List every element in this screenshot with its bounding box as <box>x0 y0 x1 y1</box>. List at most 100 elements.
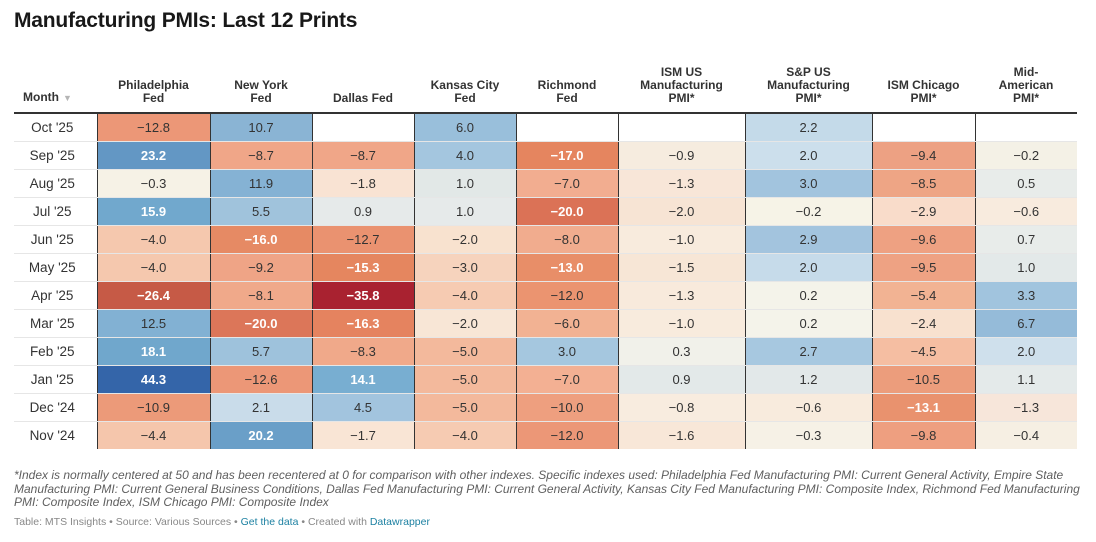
column-header-label: S&P US <box>786 65 831 79</box>
heatmap-cell: 0.5 <box>974 169 1077 198</box>
table-body: Oct '25 −12.8 10.7 6.0 2.2 Sep '25 23.2 −8.7 −8.… <box>14 113 1077 449</box>
heatmap-cell: −8.7 <box>311 141 414 170</box>
sort-desc-icon[interactable]: ▼ <box>62 93 72 103</box>
heatmap-cell: −0.3 <box>96 169 210 198</box>
column-header[interactable]: New York Fed <box>210 60 312 114</box>
heatmap-cell: 0.2 <box>744 309 872 338</box>
column-header[interactable]: S&P US Manufacturing PMI* <box>745 60 872 114</box>
heatmap-cell: −4.0 <box>413 421 516 449</box>
heatmap-cell: 5.7 <box>209 337 312 366</box>
heatmap-cell: −3.0 <box>413 253 516 282</box>
column-header-label: PMI* <box>668 91 695 105</box>
heatmap-cell: 12.5 <box>96 309 210 338</box>
heatmap-cell <box>871 113 975 142</box>
month-cell: Apr '25 <box>14 281 97 310</box>
heatmap-cell: −9.2 <box>209 253 312 282</box>
column-header-label: Mid- <box>1013 65 1039 79</box>
heatmap-cell: −20.0 <box>209 309 312 338</box>
heatmap-cell: −8.3 <box>311 337 414 366</box>
footnote: *Index is normally centered at 50 and ha… <box>14 468 1080 509</box>
heatmap-cell: −1.8 <box>311 169 414 198</box>
heatmap-cell: −10.5 <box>871 365 975 394</box>
month-cell: Jun '25 <box>14 225 97 254</box>
table-row: Jul '25 15.9 5.5 0.9 1.0 −20.0 −2.0 −0.2 −2.9 −0.… <box>14 197 1077 226</box>
heatmap-cell: −2.4 <box>871 309 975 338</box>
separator: • <box>109 516 113 528</box>
heatmap-cell: −12.7 <box>311 225 414 254</box>
month-cell: Jan '25 <box>14 365 97 394</box>
heatmap-cell <box>311 113 414 142</box>
heatmap-cell: −6.0 <box>515 309 618 338</box>
heatmap-cell: 23.2 <box>96 141 210 170</box>
heatmap-cell: −5.0 <box>413 393 516 422</box>
heatmap-cell: 11.9 <box>209 169 312 198</box>
datawrapper-link[interactable]: Datawrapper <box>369 516 430 528</box>
heatmap-cell: −2.9 <box>871 197 975 226</box>
column-header[interactable]: Mid- American PMI* <box>975 60 1077 114</box>
heatmap-cell: −7.0 <box>515 365 618 394</box>
separator: • <box>301 516 306 528</box>
heatmap-cell: 14.1 <box>311 365 414 394</box>
month-cell: Jul '25 <box>14 197 97 226</box>
month-cell: Dec '24 <box>14 393 97 422</box>
heatmap-cell: −0.6 <box>744 393 872 422</box>
heatmap-cell: −10.0 <box>515 393 618 422</box>
column-header[interactable]: ISM US Manufacturing PMI* <box>618 60 745 114</box>
heatmap-cell: −2.0 <box>413 225 516 254</box>
heatmap-cell: 2.9 <box>744 225 872 254</box>
heatmap-cell: −4.0 <box>96 253 210 282</box>
heatmap-cell: −16.3 <box>311 309 414 338</box>
table-row: Nov '24 −4.4 20.2 −1.7 −4.0 −12.0 −1.6 −0.3 −9.8… <box>14 421 1077 449</box>
heatmap-cell: −0.8 <box>617 393 745 422</box>
heatmap-cell: −5.0 <box>413 337 516 366</box>
table-credit: Table: MTS Insights <box>14 516 107 528</box>
column-header-label: ISM Chicago <box>887 78 960 92</box>
column-header[interactable]: ISM Chicago PMI* <box>872 60 975 114</box>
heatmap-cell: −2.0 <box>617 197 745 226</box>
column-header[interactable]: Philadelphia Fed <box>97 60 210 114</box>
heatmap-cell: 15.9 <box>96 197 210 226</box>
heatmap-cell: −9.8 <box>871 421 975 449</box>
heatmap-cell: 3.0 <box>515 337 618 366</box>
heatmap-cell: −26.4 <box>96 281 210 310</box>
separator: • <box>234 516 238 528</box>
heatmap-cell: 6.7 <box>974 309 1077 338</box>
column-header-label: Kansas City <box>430 78 500 92</box>
column-header[interactable]: Kansas City Fed <box>414 60 516 114</box>
heatmap-cell: −15.3 <box>311 253 414 282</box>
heatmap-cell: −1.3 <box>974 393 1077 422</box>
column-header[interactable]: Dallas Fed <box>312 60 414 114</box>
heatmap-cell: −7.0 <box>515 169 618 198</box>
heatmap-cell: −12.6 <box>209 365 312 394</box>
table-row: Mar '25 12.5 −20.0 −16.3 −2.0 −6.0 −1.0 0.2 −2.4… <box>14 309 1077 338</box>
heatmap-cell: −35.8 <box>311 281 414 310</box>
column-header-label: Manufacturing <box>767 78 850 92</box>
heatmap-cell: 0.7 <box>974 225 1077 254</box>
month-cell: Nov '24 <box>29 427 75 443</box>
heatmap-cell: −1.7 <box>311 421 414 449</box>
column-header[interactable]: Richmond Fed <box>516 60 618 114</box>
heatmap-cell: 18.1 <box>96 337 210 366</box>
heatmap-cell: −4.0 <box>413 281 516 310</box>
heatmap-cell: 20.2 <box>209 421 312 449</box>
heatmap-cell: −12.0 <box>515 281 618 310</box>
heatmap-cell: −1.5 <box>617 253 745 282</box>
table-row: Jan '25 44.3 −12.6 14.1 −5.0 −7.0 0.9 1.2 −10.5 1… <box>14 365 1077 394</box>
get-the-data-link[interactable]: Get the data <box>240 516 299 528</box>
heatmap-cell: 0.9 <box>311 197 414 226</box>
table-row: Oct '25 −12.8 10.7 6.0 2.2 <box>14 113 1077 142</box>
column-header-label: Manufacturing <box>640 78 723 92</box>
heatmap-cell: −13.1 <box>871 393 975 422</box>
heatmap-cell: −16.0 <box>209 225 312 254</box>
column-header-month[interactable]: Month ▼ <box>14 60 97 114</box>
heatmap-cell: −12.0 <box>515 421 618 449</box>
heatmap-cell: −8.0 <box>515 225 618 254</box>
column-header-label: New York <box>234 78 288 92</box>
heatmap-cell: 2.7 <box>744 337 872 366</box>
column-header-label: PMI* <box>795 91 822 105</box>
heatmap-cell: −0.2 <box>744 197 872 226</box>
heatmap-cell: 3.3 <box>974 281 1077 310</box>
column-header-label: Richmond <box>537 78 597 92</box>
column-header-label: American <box>998 78 1054 92</box>
column-header-label: PMI* <box>1012 91 1039 105</box>
